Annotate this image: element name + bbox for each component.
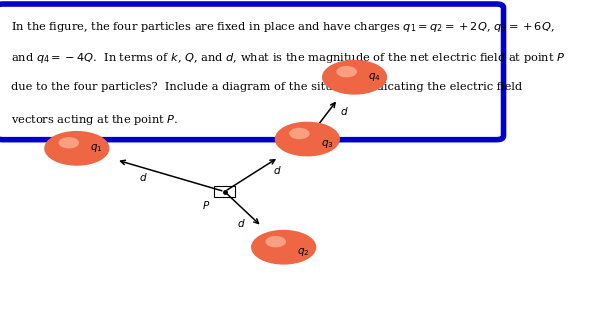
- Circle shape: [323, 61, 387, 94]
- Text: $q_1$: $q_1$: [90, 142, 103, 154]
- Text: due to the four particles?  Include a diagram of the situation indicating the el: due to the four particles? Include a dia…: [11, 82, 522, 92]
- Circle shape: [275, 122, 339, 156]
- Circle shape: [337, 67, 356, 77]
- Text: and $q_4 = -4Q$.  In terms of $k$, $Q$, and $d$, what is the magnitude of the ne: and $q_4 = -4Q$. In terms of $k$, $Q$, a…: [11, 51, 565, 65]
- Text: $q_2$: $q_2$: [297, 246, 310, 258]
- Text: vectors acting at the point $P$.: vectors acting at the point $P$.: [11, 113, 178, 127]
- Circle shape: [252, 231, 316, 264]
- Text: In the figure, the four particles are fixed in place and have charges $q_1 = q_2: In the figure, the four particles are fi…: [11, 20, 554, 34]
- Circle shape: [266, 237, 285, 247]
- Text: $d$: $d$: [139, 171, 148, 183]
- Text: $d$: $d$: [340, 105, 349, 117]
- Circle shape: [45, 132, 109, 165]
- Text: $d$: $d$: [273, 164, 282, 176]
- FancyBboxPatch shape: [0, 4, 504, 140]
- Circle shape: [290, 129, 309, 138]
- Text: $P$: $P$: [202, 199, 210, 211]
- Text: $q_3$: $q_3$: [321, 138, 333, 150]
- Circle shape: [59, 138, 79, 148]
- Text: $q_4$: $q_4$: [368, 71, 381, 83]
- Text: $d$: $d$: [237, 217, 245, 229]
